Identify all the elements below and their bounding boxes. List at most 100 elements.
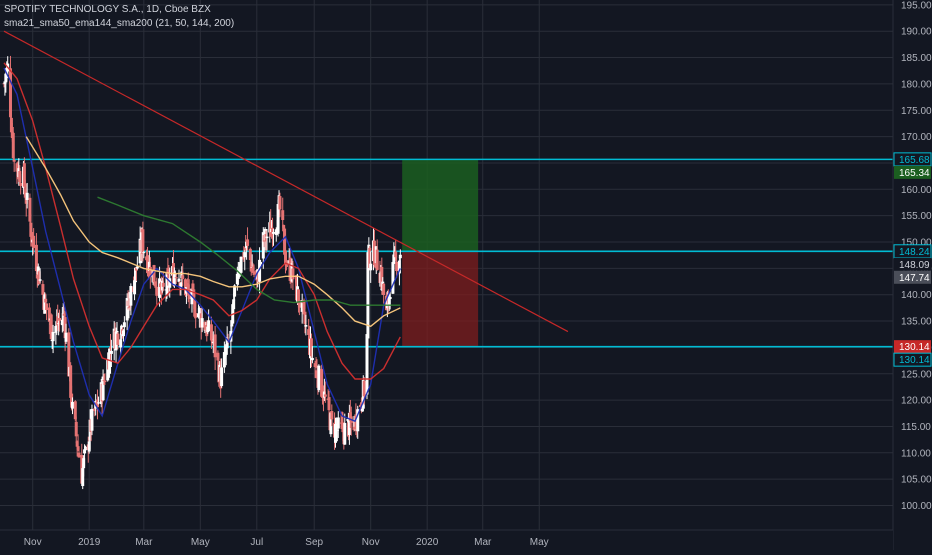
candle-body — [129, 286, 133, 306]
candle-body — [368, 247, 372, 268]
y-tick-label: 160.00 — [901, 185, 932, 196]
candle-body — [114, 331, 118, 351]
candle-body — [155, 286, 159, 296]
price-label: 130.14 — [899, 355, 930, 366]
candle-body — [49, 314, 53, 340]
candle-body — [135, 266, 139, 269]
candle-body — [57, 323, 61, 325]
candle-body — [258, 259, 262, 282]
candle-body — [101, 376, 105, 401]
candle-body — [315, 370, 319, 379]
candle-body — [271, 232, 275, 234]
price-label: 130.14 — [899, 342, 930, 353]
candle-body — [148, 266, 152, 278]
x-tick-label: 2019 — [78, 537, 101, 548]
x-tick-label: May — [191, 537, 210, 548]
candle-body — [146, 255, 150, 274]
candle-body — [297, 300, 301, 308]
candle-body — [194, 313, 198, 318]
candle-body — [388, 296, 392, 300]
candle-body — [283, 228, 287, 255]
candle-body — [125, 297, 129, 321]
candle-body — [309, 338, 313, 357]
candle-body — [209, 324, 213, 341]
candle-body — [310, 357, 314, 361]
candle-body — [153, 281, 157, 287]
candle-body — [251, 266, 255, 273]
price-label: 148.09 — [899, 260, 930, 271]
candle-body — [44, 298, 48, 303]
time-axis-panel — [0, 530, 893, 550]
candle-body — [69, 365, 73, 398]
candle-body — [395, 261, 399, 272]
candle-body — [41, 284, 45, 295]
candle-body — [222, 352, 226, 368]
x-tick-label: Mar — [135, 537, 153, 548]
candle-body — [173, 273, 177, 276]
candle-body — [341, 422, 345, 433]
candle-body — [186, 284, 190, 293]
candle-body — [276, 204, 280, 234]
target-zone — [402, 159, 479, 252]
candle-body — [296, 289, 300, 304]
candle-body — [119, 339, 123, 348]
candle-body — [8, 68, 12, 118]
price-label-box — [893, 352, 932, 367]
candle-body — [106, 358, 110, 381]
price-label: 165.68 — [899, 155, 930, 166]
candle-body — [102, 380, 106, 382]
candle-body — [76, 446, 80, 450]
candle-body — [180, 271, 184, 279]
x-tick-label: Sep — [305, 537, 323, 548]
candle-body — [373, 262, 377, 267]
y-tick-label: 185.00 — [901, 53, 932, 64]
y-tick-label: 125.00 — [901, 369, 932, 380]
y-tick-label: 175.00 — [901, 106, 932, 117]
candle-body — [320, 368, 324, 397]
price-label-box — [894, 257, 931, 271]
candle-body — [133, 267, 137, 283]
candle-body — [372, 240, 376, 266]
candle-body — [329, 412, 333, 435]
candle-body — [116, 333, 120, 345]
ma-line-sma200 — [97, 196, 401, 306]
candle-body — [211, 341, 215, 344]
candle-body — [147, 261, 151, 272]
candle-body — [60, 319, 64, 326]
candle-body — [288, 257, 292, 281]
candle-body — [35, 274, 39, 279]
candle-body — [71, 401, 75, 409]
candle-body — [165, 272, 169, 295]
candle-body — [70, 393, 74, 406]
candle-body — [133, 280, 137, 295]
price-label-box — [894, 340, 931, 354]
candle-body — [61, 312, 65, 321]
candle-body — [336, 417, 340, 429]
candle-body — [174, 277, 178, 279]
candle-body — [346, 419, 350, 421]
candle-body — [274, 229, 278, 235]
candle-body — [43, 294, 47, 314]
candle-body — [93, 408, 97, 412]
candle-body — [115, 330, 119, 336]
ma-line-sma21 — [3, 67, 401, 423]
candle-body — [122, 322, 126, 328]
price-label-box — [894, 270, 931, 284]
candle-body — [233, 285, 237, 297]
y-tick-label: 105.00 — [901, 475, 932, 486]
price-label-box — [894, 165, 931, 179]
stop-zone — [402, 251, 479, 347]
candle-body — [334, 424, 338, 443]
candle-body — [224, 347, 228, 355]
candle-body — [387, 294, 391, 306]
candle-body — [121, 330, 125, 337]
candle-body — [81, 468, 85, 487]
candle-body — [58, 317, 62, 321]
candle-body — [225, 337, 229, 349]
candle-body — [29, 222, 33, 237]
ma-line-sma50 — [3, 62, 401, 380]
price-label: 165.34 — [899, 168, 930, 179]
candle-body — [398, 254, 402, 259]
